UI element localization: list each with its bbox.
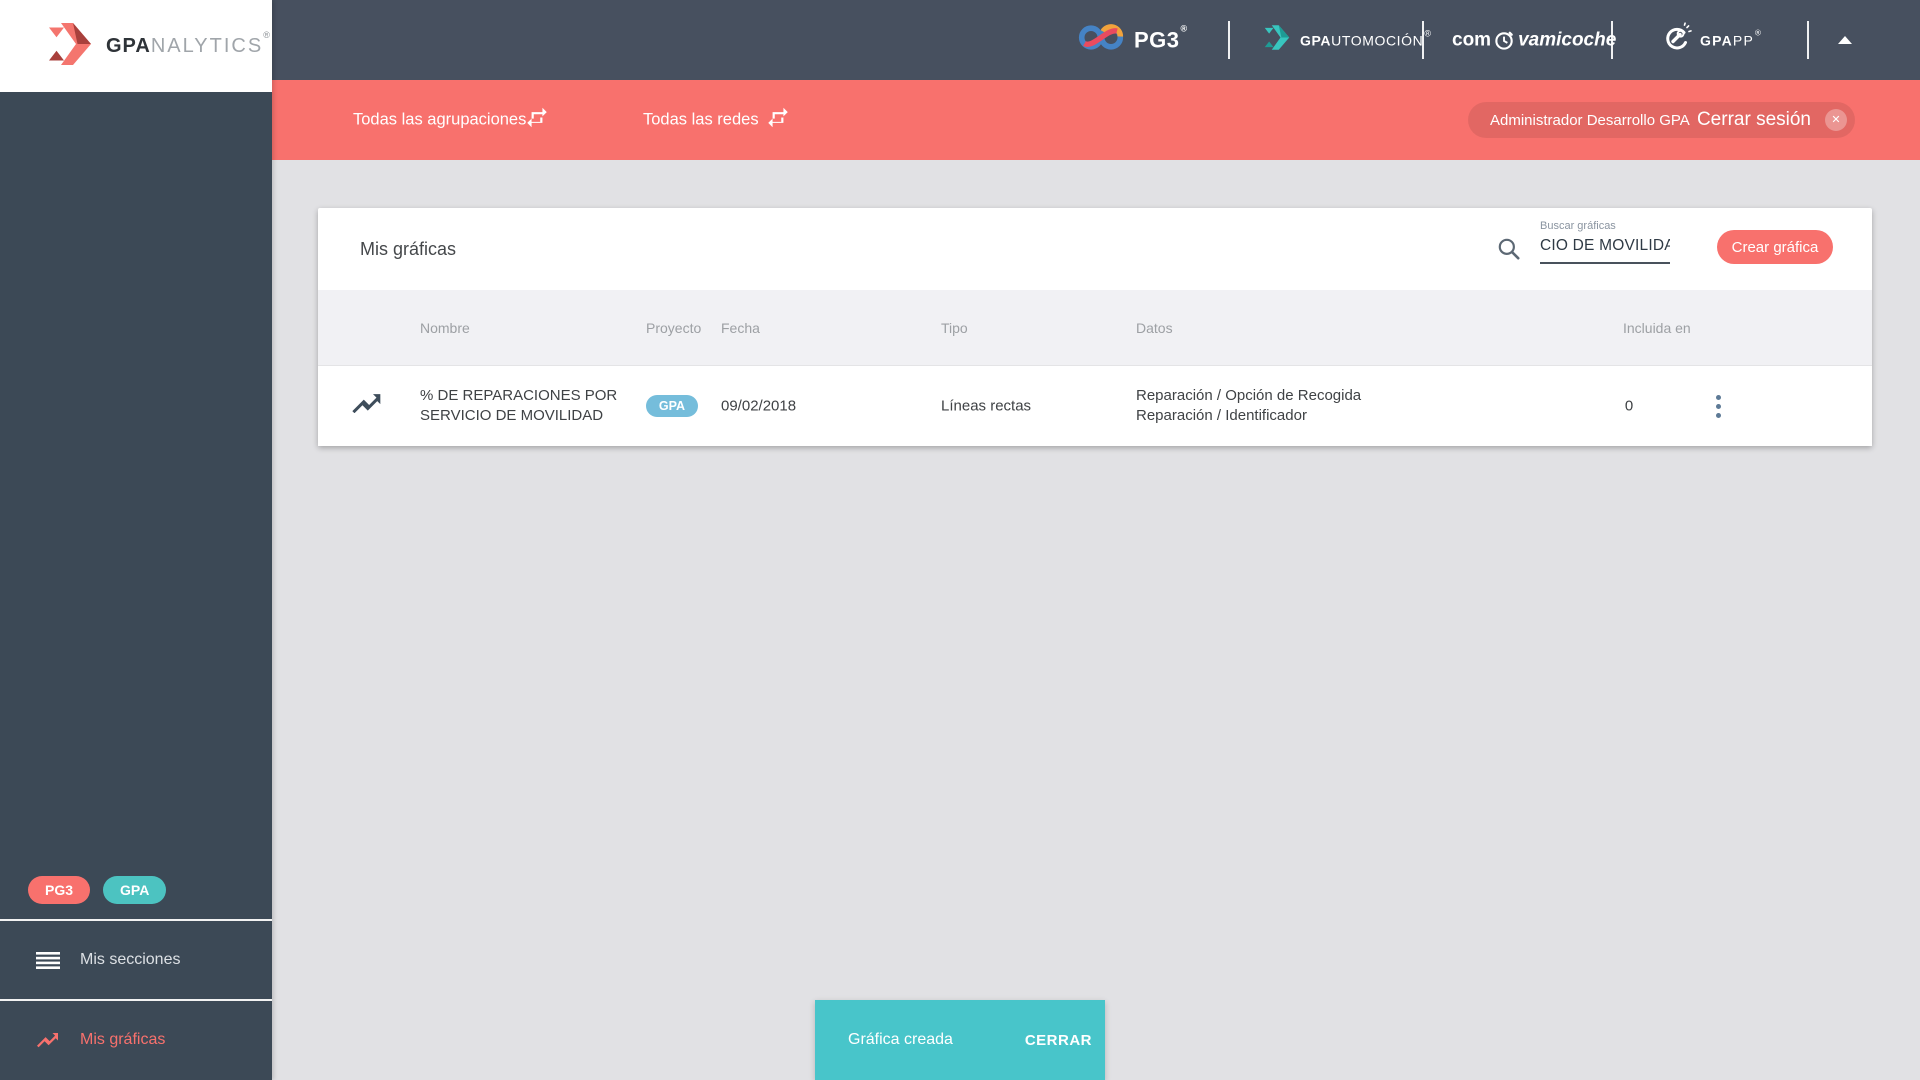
gpapp-wrench-icon xyxy=(1662,22,1692,58)
row-name-line1: % DE REPARACIONES POR xyxy=(420,387,618,404)
create-chart-button[interactable]: Crear gráfica xyxy=(1717,230,1833,264)
user-session-pill: Administrador Desarrollo GPA Cerrar sesi… xyxy=(1468,102,1855,138)
sidebar: GPANALYTICS® PG3 GPA Mis secciones Mis g… xyxy=(0,0,272,1080)
row-data: Reparación / Opción de Recogida Reparaci… xyxy=(1136,386,1361,426)
brand-reg: ® xyxy=(263,29,271,40)
comprova-post: vamicoche xyxy=(1518,29,1617,50)
toast-close-button[interactable]: CERRAR xyxy=(1024,1031,1092,1049)
pg3-reg: ® xyxy=(1180,23,1188,33)
brand-gpa: GPA xyxy=(106,34,151,57)
logout-close-icon[interactable]: ✕ xyxy=(1825,109,1847,131)
search-input-value: CIO DE MOVILIDAD xyxy=(1540,237,1670,254)
row-included-in: 0 xyxy=(1624,397,1634,415)
table-header: Nombre Proyecto Fecha Tipo Datos Incluid… xyxy=(318,290,1872,366)
row-kebab-menu-icon[interactable] xyxy=(1708,391,1728,421)
snackbar-toast: Gráfica creada CERRAR xyxy=(815,1000,1105,1080)
sections-menu-icon xyxy=(36,951,60,969)
row-name-line2: SERVICIO DE MOVILIDAD xyxy=(420,407,604,424)
gpanalytics-logo: GPANALYTICS® xyxy=(0,0,272,92)
pg3-infinity-icon xyxy=(1078,23,1124,58)
row-project: GPA xyxy=(646,395,698,417)
collapse-up-icon[interactable] xyxy=(1837,35,1853,45)
top-bar: PG3® GPAUTOMOCIÓN® com vamicoche xyxy=(272,0,1920,80)
my-charts-card: Mis gráficas Buscar gráficas CIO DE MOVI… xyxy=(318,208,1872,446)
clock-icon xyxy=(1493,29,1516,52)
logout-button[interactable]: Cerrar sesión xyxy=(1696,109,1811,130)
gpapp-reg: ® xyxy=(1754,28,1763,37)
row-data-line1: Reparación / Opción de Recogida xyxy=(1136,387,1362,404)
sidebar-item-label: Mis gráficas xyxy=(80,1031,166,1048)
comprova-pre: com xyxy=(1452,29,1492,50)
pg3-label: PG3 xyxy=(1134,27,1180,52)
column-header-incluida-en: Incluida en xyxy=(1623,319,1691,336)
search-field-label: Buscar gráficas xyxy=(1540,220,1616,232)
user-name: Administrador Desarrollo GPA xyxy=(1490,111,1690,129)
column-header-nombre: Nombre xyxy=(420,319,470,336)
toast-message: Gráfica creada xyxy=(848,1031,953,1048)
groups-filter-label: Todas las agrupaciones xyxy=(353,110,527,129)
networks-swap-icon[interactable] xyxy=(765,105,791,136)
search-icon xyxy=(1496,236,1522,267)
sidebar-divider xyxy=(0,919,272,921)
gpautomocion-rest: UTOMOCIÓN xyxy=(1331,32,1424,48)
topbar-divider xyxy=(1807,21,1809,59)
groups-swap-icon[interactable] xyxy=(524,105,550,136)
page-title: Mis gráficas xyxy=(360,239,457,259)
row-date: 09/02/2018 xyxy=(721,397,797,415)
search-input[interactable]: CIO DE MOVILIDAD xyxy=(1540,237,1670,264)
column-header-proyecto: Proyecto xyxy=(646,319,702,336)
comprovamicoche-logo: com vamicoche xyxy=(1452,29,1616,52)
gpautomocion-arrow-icon xyxy=(1263,24,1291,57)
chart-type-line-icon xyxy=(351,394,383,418)
column-header-tipo: Tipo xyxy=(941,319,968,336)
topbar-divider xyxy=(1611,21,1613,59)
sidebar-item-mis-graficas[interactable]: Mis gráficas xyxy=(0,1001,272,1079)
sidebar-badges: PG3 GPA xyxy=(28,876,167,904)
pg3-badge: PG3 xyxy=(28,876,91,904)
topbar-divider xyxy=(1422,21,1424,59)
column-header-datos: Datos xyxy=(1136,319,1173,336)
pg3-logo: PG3® xyxy=(1078,23,1188,58)
sidebar-item-label: Mis secciones xyxy=(80,951,181,968)
gpapp-logo: GPAPP® xyxy=(1662,22,1763,58)
networks-filter-label: Todas las redes xyxy=(643,110,759,129)
project-badge: GPA xyxy=(646,395,698,417)
column-header-fecha: Fecha xyxy=(721,319,760,336)
row-name: % DE REPARACIONES POR SERVICIO DE MOVILI… xyxy=(420,386,617,426)
sidebar-divider xyxy=(0,999,272,1001)
brand-nalytics: NALYTICS xyxy=(150,34,264,57)
gpautomocion-gpa: GPA xyxy=(1300,32,1332,48)
row-type: Líneas rectas xyxy=(941,397,1032,415)
gpa-badge: GPA xyxy=(103,876,167,904)
topbar-divider xyxy=(1228,21,1230,59)
filter-bar: Todas las agrupaciones Todas las redes A… xyxy=(272,80,1920,160)
gpapp-gpa: GPA xyxy=(1700,32,1733,48)
gpautomocion-logo: GPAUTOMOCIÓN® xyxy=(1263,24,1432,57)
search-field: Buscar gráficas CIO DE MOVILIDAD xyxy=(1540,220,1670,264)
sidebar-item-mis-secciones[interactable]: Mis secciones xyxy=(0,921,272,999)
gpautomocion-reg: ® xyxy=(1424,28,1432,38)
trending-line-icon xyxy=(36,1032,60,1048)
row-data-line2: Reparación / Identificador xyxy=(1136,407,1307,424)
gpapp-rest: PP xyxy=(1732,32,1754,48)
gpanalytics-arrow-icon xyxy=(46,20,94,73)
table-row[interactable]: % DE REPARACIONES POR SERVICIO DE MOVILI… xyxy=(318,366,1872,446)
